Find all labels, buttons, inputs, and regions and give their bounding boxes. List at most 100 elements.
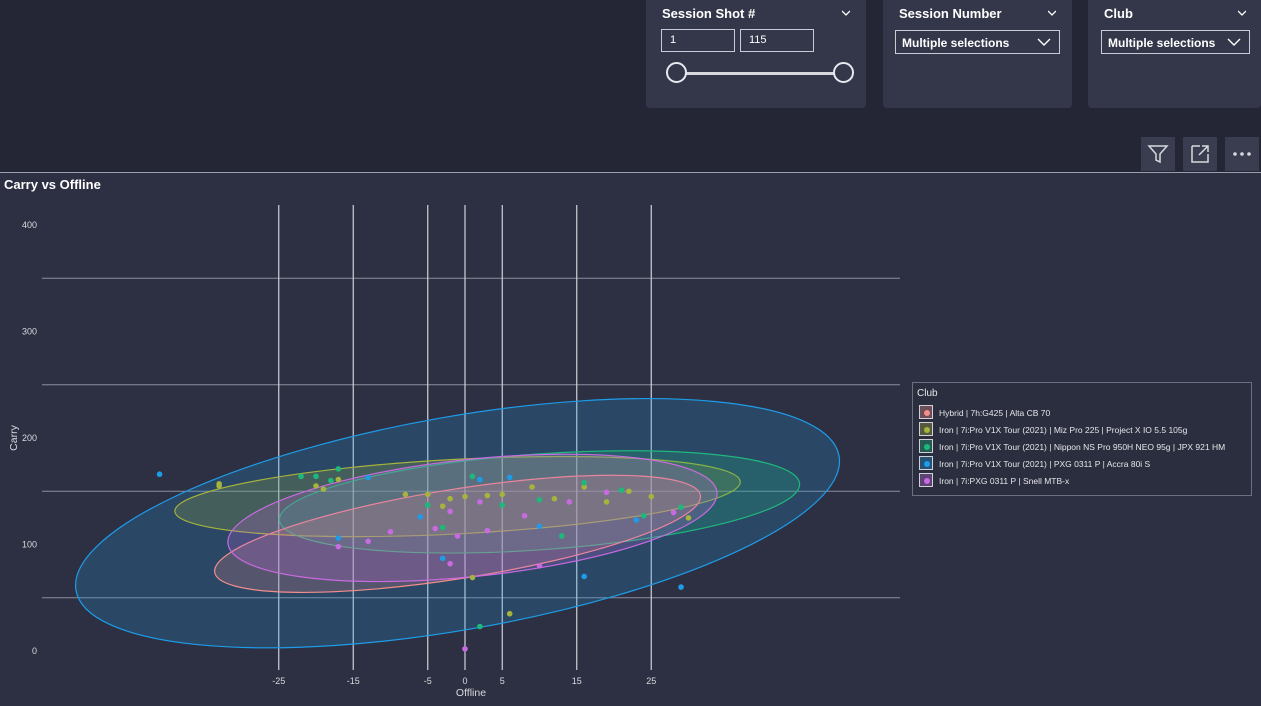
data-point[interactable]: [506, 610, 513, 617]
data-point[interactable]: [365, 474, 371, 481]
data-point[interactable]: [506, 474, 513, 481]
data-point[interactable]: [335, 535, 342, 541]
data-point[interactable]: [156, 471, 163, 478]
data-point[interactable]: [439, 503, 446, 509]
x-tick-label: -25: [272, 676, 285, 686]
data-point[interactable]: [477, 499, 483, 505]
x-tick-label: 0: [462, 676, 467, 686]
carry-vs-offline-scatter[interactable]: 0 100 200 300 400 -25 -15 -5 0 5 15 25 Offline Carry: [0, 190, 910, 706]
session-shot-min-input[interactable]: 1: [661, 29, 735, 52]
legend-label: Iron | 7i:Pro V1X Tour (2021) | PXG 0311…: [939, 459, 1151, 469]
data-point[interactable]: [387, 528, 394, 535]
data-point[interactable]: [626, 488, 632, 495]
confidence-ellipse: [227, 453, 718, 583]
legend-label: Iron | 7i:Pro V1X Tour (2021) | Miz Pro …: [939, 425, 1188, 435]
data-point[interactable]: [477, 623, 483, 630]
y-tick-label: 300: [22, 327, 37, 337]
session-shot-slider-track[interactable]: [678, 72, 844, 75]
session-number-slicer[interactable]: Session Number Multiple selections: [883, 0, 1072, 108]
data-point[interactable]: [536, 496, 543, 503]
club-slicer[interactable]: Club Multiple selections: [1088, 0, 1261, 108]
data-point[interactable]: [365, 538, 371, 545]
data-point[interactable]: [335, 466, 342, 472]
legend-swatch: [919, 422, 933, 436]
data-point[interactable]: [298, 473, 304, 480]
session-shot-slider-max-handle[interactable]: [833, 62, 854, 83]
data-point[interactable]: [678, 504, 684, 511]
data-point[interactable]: [581, 484, 587, 490]
data-point[interactable]: [424, 491, 431, 498]
data-point[interactable]: [335, 543, 342, 550]
legend-swatch: [919, 473, 933, 487]
data-point[interactable]: [447, 495, 453, 502]
data-point[interactable]: [216, 483, 222, 489]
data-point[interactable]: [678, 584, 684, 590]
data-point[interactable]: [313, 483, 319, 489]
data-point[interactable]: [536, 523, 543, 530]
data-point[interactable]: [581, 573, 587, 580]
focus-mode-icon: [1191, 145, 1209, 163]
data-point[interactable]: [462, 493, 468, 500]
data-point[interactable]: [685, 515, 692, 521]
data-point[interactable]: [484, 527, 491, 534]
data-point[interactable]: [536, 563, 543, 569]
legend-label: Iron | 7i:PXG 0311 P | Snell MTB-x: [939, 476, 1070, 486]
data-point[interactable]: [484, 492, 491, 499]
more-options-icon: [1233, 152, 1251, 156]
data-point[interactable]: [469, 473, 476, 480]
data-point[interactable]: [328, 477, 334, 484]
data-point[interactable]: [320, 486, 327, 492]
data-point[interactable]: [313, 473, 319, 480]
data-point[interactable]: [648, 493, 655, 500]
filter-button[interactable]: [1141, 137, 1175, 171]
data-point[interactable]: [439, 524, 446, 531]
data-point[interactable]: [566, 499, 573, 505]
data-point[interactable]: [529, 484, 535, 490]
legend-marker: [924, 444, 930, 450]
data-point[interactable]: [559, 533, 565, 539]
data-point[interactable]: [462, 646, 468, 652]
data-point[interactable]: [581, 479, 587, 486]
x-tick-label: 15: [572, 676, 582, 686]
data-point[interactable]: [447, 560, 453, 567]
data-point[interactable]: [633, 517, 640, 523]
chevron-down-icon[interactable]: [842, 9, 850, 17]
data-point[interactable]: [618, 487, 625, 493]
club-title: Club: [1104, 6, 1133, 21]
club-dropdown[interactable]: Multiple selections: [1101, 30, 1250, 54]
data-point[interactable]: [477, 476, 483, 483]
data-point[interactable]: [521, 512, 528, 519]
legend-label: Hybrid | 7h:G425 | Alta CB 70: [939, 408, 1051, 418]
data-point[interactable]: [454, 533, 461, 539]
legend: Club Hybrid | 7h:G425 | Alta CB 70 Iron |…: [912, 382, 1252, 496]
chart-title: Carry vs Offline: [4, 177, 101, 192]
data-point[interactable]: [603, 499, 610, 505]
session-shot-slicer[interactable]: Session Shot # 1 115: [646, 0, 866, 108]
data-point[interactable]: [402, 491, 409, 498]
focus-mode-button[interactable]: [1183, 137, 1217, 171]
data-point[interactable]: [499, 502, 506, 508]
x-axis-title: Offline: [456, 687, 486, 699]
data-point[interactable]: [551, 495, 558, 502]
y-tick-label: 400: [22, 220, 37, 230]
legend-swatch: [919, 405, 933, 419]
data-point[interactable]: [432, 525, 439, 532]
session-shot-max-input[interactable]: 115: [740, 29, 814, 52]
data-point[interactable]: [469, 574, 476, 581]
dropdown-arrow-icon: [1037, 38, 1051, 46]
more-options-button[interactable]: [1225, 137, 1259, 171]
data-point[interactable]: [335, 476, 342, 483]
data-point[interactable]: [499, 491, 506, 498]
session-number-dropdown[interactable]: Multiple selections: [895, 30, 1060, 54]
data-point[interactable]: [424, 502, 431, 508]
data-point[interactable]: [670, 509, 677, 516]
data-point[interactable]: [417, 514, 424, 520]
filter-icon: [1147, 145, 1169, 164]
data-point[interactable]: [439, 555, 446, 562]
chevron-down-icon[interactable]: [1238, 9, 1246, 17]
data-point[interactable]: [447, 508, 453, 515]
chevron-down-icon[interactable]: [1048, 9, 1056, 17]
session-shot-slider-min-handle[interactable]: [666, 62, 687, 83]
data-point[interactable]: [603, 489, 610, 496]
data-point[interactable]: [641, 512, 647, 519]
